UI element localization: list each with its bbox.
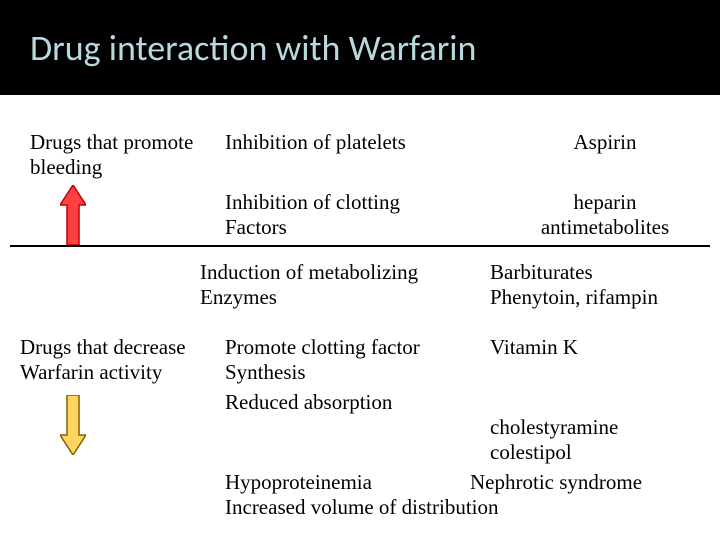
row5-drug-l1: cholestyramine (490, 415, 618, 439)
section1-heading: Drugs that promote bleeding (30, 130, 220, 180)
divider-line (10, 245, 710, 247)
row4-mechanism: Promote clotting factor Synthesis (225, 335, 495, 385)
row2-drug: heparin antimetabolites (500, 190, 710, 240)
section2-heading: Drugs that decrease Warfarin activity (20, 335, 225, 385)
section1-heading-l2: bleeding (30, 155, 102, 179)
slide-body: Drugs that promote bleeding Inhibition o… (0, 95, 720, 540)
section1-heading-l1: Drugs that promote (30, 130, 193, 154)
row3-mech-l1: Induction of metabolizing (200, 260, 418, 284)
arrow-down-icon (60, 395, 86, 455)
row1-mechanism: Inhibition of platelets (225, 130, 495, 155)
section2-heading-l2: Warfarin activity (20, 360, 162, 384)
row3-drug-l2: Phenytoin, rifampin (490, 285, 658, 309)
row5-drug-l2: colestipol (490, 440, 572, 464)
row5-mechanism: Reduced absorption (225, 390, 495, 415)
arrow-up-icon (60, 185, 86, 245)
row7-mechanism: Increased volume of distribution (225, 495, 625, 520)
row2-drug-l1: heparin (574, 190, 637, 214)
section2-heading-l1: Drugs that decrease (20, 335, 186, 359)
row3-mech-l2: Enzymes (200, 285, 277, 309)
title-bar: Drug interaction with Warfarin (0, 0, 720, 95)
row6-mechanism: Hypoproteinemia (225, 470, 495, 495)
row4-drug: Vitamin K (490, 335, 700, 360)
row6-drug: Nephrotic syndrome (470, 470, 680, 495)
row4-mech-l2: Synthesis (225, 360, 306, 384)
row4-mech-l1: Promote clotting factor (225, 335, 420, 359)
row3-drug: Barbiturates Phenytoin, rifampin (490, 260, 700, 310)
row2-mechanism: Inhibition of clotting Factors (225, 190, 495, 240)
row2-mech-l2: Factors (225, 215, 287, 239)
row2-drug-l2: antimetabolites (541, 215, 669, 239)
slide-title: Drug interaction with Warfarin (30, 26, 476, 70)
row1-drug: Aspirin (500, 130, 710, 155)
row3-drug-l1: Barbiturates (490, 260, 593, 284)
row2-mech-l1: Inhibition of clotting (225, 190, 400, 214)
row5-drug: cholestyramine colestipol (490, 415, 700, 465)
row3-mechanism: Induction of metabolizing Enzymes (200, 260, 470, 310)
